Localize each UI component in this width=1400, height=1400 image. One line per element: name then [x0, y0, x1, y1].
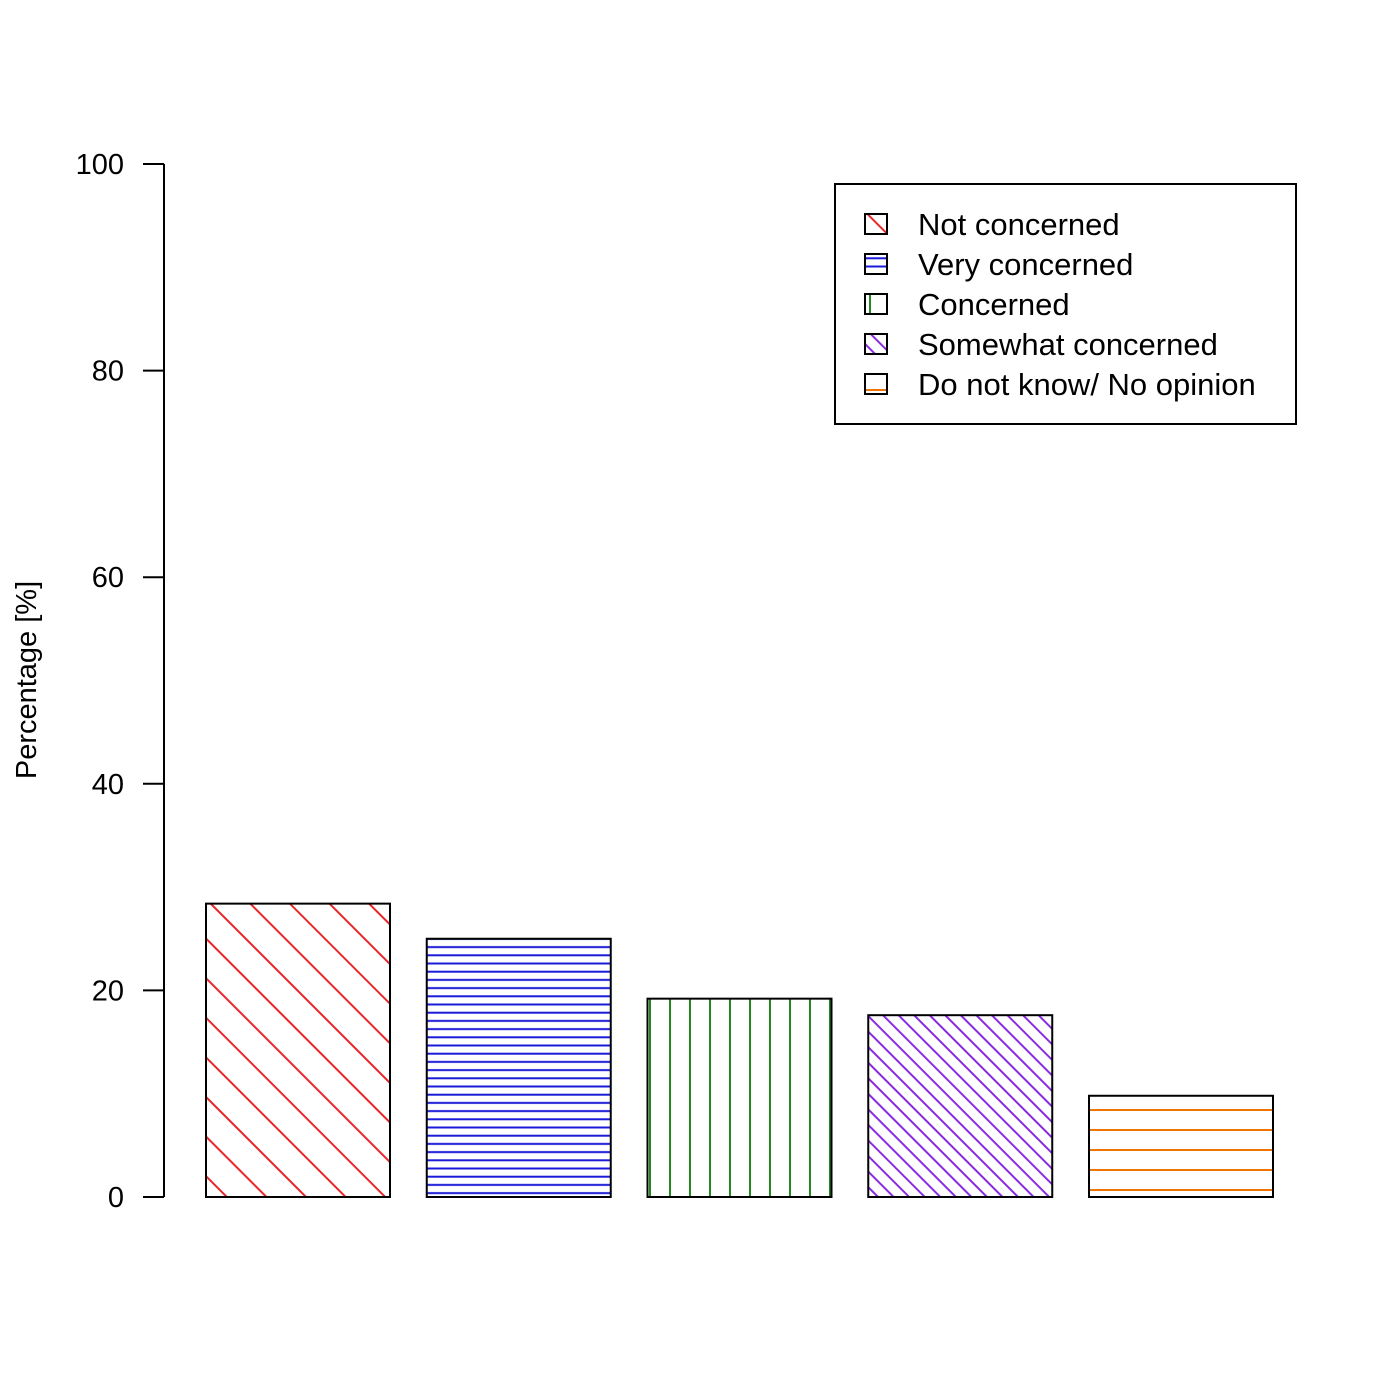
- legend-swatch: [864, 333, 888, 355]
- legend-item-3: Concerned: [864, 287, 1070, 322]
- y-tick-label-40: 40: [92, 769, 124, 801]
- legend: Not concerned Very concerned Concerned Some…: [834, 183, 1297, 425]
- y-tick-label-0: 0: [108, 1182, 124, 1214]
- y-tick-label-20: 20: [92, 975, 124, 1007]
- legend-label: Very concerned: [918, 247, 1133, 282]
- bar-fill: [206, 903, 390, 1197]
- legend-item-1: Not concerned: [864, 207, 1120, 242]
- bar-1: [205, 902, 391, 1198]
- legend-swatch-fill: [865, 374, 887, 394]
- y-tick-label-60: 60: [92, 562, 124, 594]
- bar-fill: [1089, 1095, 1273, 1197]
- legend-swatch: [864, 253, 888, 275]
- bar-4: [867, 1014, 1054, 1199]
- y-axis: 0 20 40 60 80 100: [76, 149, 165, 1214]
- legend-item-5: Do not know/ No opinion: [864, 367, 1256, 402]
- legend-swatch-fill: [865, 214, 887, 234]
- bar-fill: [868, 1015, 1053, 1197]
- legend-label: Not concerned: [918, 207, 1120, 242]
- bar-2: [425, 937, 612, 1198]
- legend-item-4: Somewhat concerned: [864, 327, 1218, 362]
- legend-swatch: [864, 213, 888, 235]
- legend-swatch-fill: [865, 334, 887, 354]
- y-axis-title: Percentage [%]: [11, 581, 43, 779]
- bar-outline: [1088, 1094, 1274, 1198]
- legend-label: Concerned: [918, 287, 1070, 322]
- bar-outline: [425, 937, 612, 1198]
- legend-box: [834, 183, 1297, 425]
- legend-item-2: Very concerned: [864, 247, 1133, 282]
- legend-swatch: [864, 293, 888, 315]
- bar-outline: [867, 1014, 1054, 1199]
- legend-label: Somewhat concerned: [918, 327, 1218, 362]
- y-tick-label-100: 100: [76, 149, 124, 181]
- bar-3: [646, 997, 833, 1198]
- legend-swatch-fill: [865, 254, 887, 274]
- legend-label: Do not know/ No opinion: [918, 367, 1256, 402]
- bar-fill: [426, 938, 611, 1197]
- legend-swatch-fill: [865, 294, 887, 314]
- bar-5: [1088, 1094, 1274, 1198]
- bar-fill: [647, 998, 832, 1197]
- bar-outline: [205, 902, 391, 1198]
- bar-outline: [646, 997, 833, 1198]
- legend-swatch: [864, 373, 888, 395]
- bars: [205, 902, 1274, 1199]
- y-tick-label-80: 80: [92, 356, 124, 388]
